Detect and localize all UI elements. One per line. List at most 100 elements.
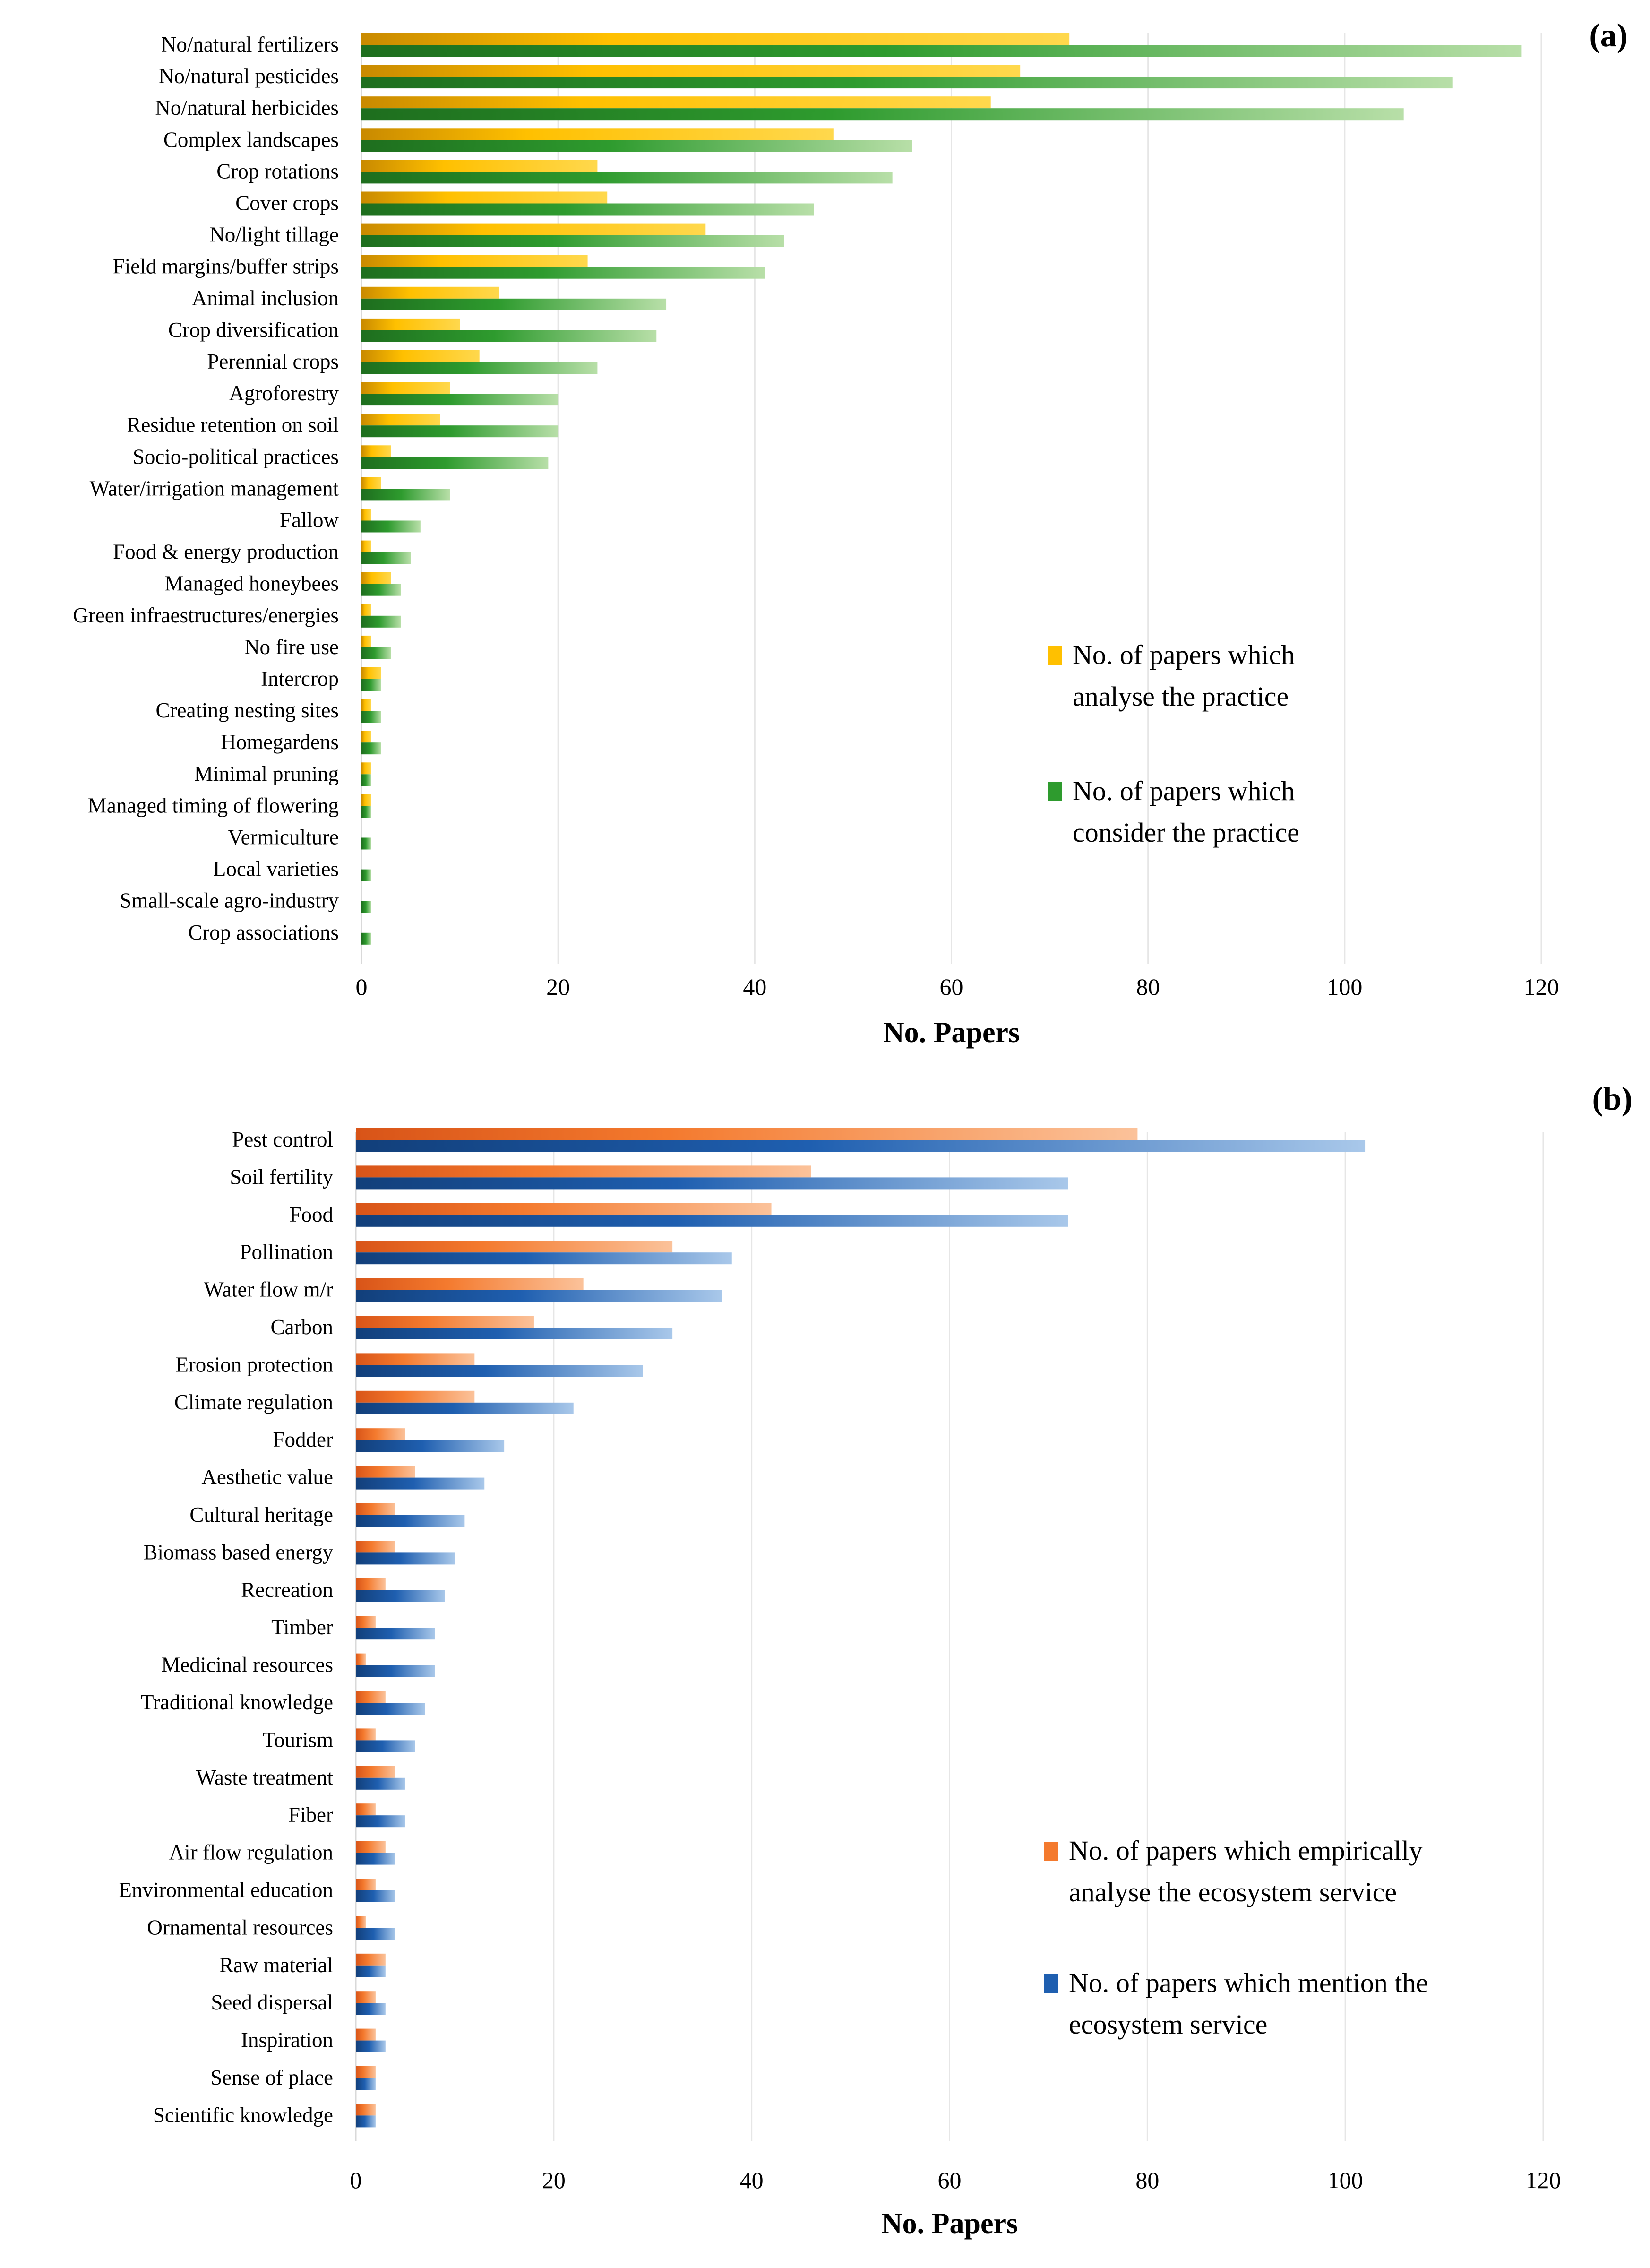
category-label: Biomass based energy (143, 1540, 333, 1564)
category-label: Crop rotations (216, 159, 339, 183)
x-tick-label: 120 (1524, 974, 1559, 1000)
category-label: Homegardens (221, 730, 339, 754)
x-tick-label: 40 (740, 2167, 764, 2193)
bar-series1 (361, 65, 1021, 77)
bar-series1 (361, 350, 480, 362)
category-label: Fallow (280, 509, 339, 532)
bar-series2 (356, 1703, 425, 1715)
bar-series2 (361, 584, 401, 596)
category-label: Waste treatment (196, 1766, 333, 1789)
x-tick-label: 100 (1327, 974, 1362, 1000)
bar-series1 (361, 191, 608, 204)
category-label: Inspiration (241, 2028, 333, 2052)
category-label: Fiber (288, 1803, 333, 1827)
chart-panel-a: No/natural fertilizers No/natural pestici… (73, 17, 1628, 1049)
bar-series2 (356, 1665, 435, 1677)
legend-label-2: No. of papers which (1073, 776, 1295, 806)
bar-series2 (356, 1290, 722, 1302)
bar-series2 (361, 742, 381, 755)
category-label: Agroforestry (229, 381, 339, 405)
category-label: Intercrop (261, 667, 339, 690)
bar-series1 (361, 414, 440, 426)
bar-series1 (356, 1653, 366, 1665)
category-label: Cover crops (235, 191, 339, 215)
legend-label-1: No. of papers which (1073, 639, 1295, 670)
category-label: Green infraestructures/energies (73, 604, 339, 627)
bar-series1 (356, 2066, 376, 2078)
bar-series2 (356, 1365, 643, 1377)
category-label: Soil fertility (230, 1165, 333, 1189)
bar-series2 (356, 2115, 376, 2128)
bar-series1 (356, 1991, 376, 2003)
x-tick-label: 120 (1526, 2167, 1561, 2193)
legend-swatch-1 (1044, 1842, 1058, 1861)
bar-series1 (361, 762, 371, 775)
legend-label-1: No. of papers which empirically (1069, 1835, 1423, 1866)
bar-series2 (356, 1890, 395, 1902)
bar-series1 (361, 128, 834, 140)
bar-series2 (361, 267, 765, 279)
bar-series2 (356, 1140, 1366, 1152)
x-tick-label: 20 (546, 974, 570, 1000)
bar-series1 (356, 1578, 386, 1590)
bar-series2 (361, 457, 549, 469)
category-label: Scientific knowledge (153, 2103, 333, 2127)
category-label: Aesthetic value (201, 1466, 333, 1489)
bar-series2 (356, 1777, 405, 1790)
category-label: Tourism (263, 1728, 333, 1751)
category-label: No/natural fertilizers (161, 33, 339, 56)
category-label: Climate regulation (174, 1390, 333, 1414)
x-tick-label: 20 (542, 2167, 566, 2193)
category-label: Carbon (271, 1315, 333, 1339)
category-label: Vermiculture (228, 826, 339, 849)
bar-series1 (356, 1503, 395, 1515)
category-label: Managed timing of flowering (88, 793, 339, 817)
bar-series2 (356, 1515, 465, 1527)
bar-series2 (356, 1177, 1068, 1190)
bar-series1 (361, 477, 381, 489)
bar-series2 (356, 2040, 386, 2052)
bar-series1 (356, 1879, 376, 1890)
panel-label: (a) (1589, 17, 1628, 54)
legend-swatch-2 (1044, 1974, 1058, 1993)
bars (361, 33, 1522, 945)
bar-series2 (356, 1928, 395, 1940)
bar-series1 (361, 96, 991, 109)
x-tick-label: 0 (356, 974, 368, 1000)
bar-series1 (356, 1428, 405, 1440)
x-tick-label: 80 (1135, 2167, 1159, 2193)
category-label: No/natural herbicides (155, 96, 339, 120)
category-label: Pest control (232, 1128, 333, 1151)
bar-series2 (356, 1853, 395, 1865)
bar-series2 (356, 2078, 376, 2090)
bar-series1 (356, 1953, 386, 1966)
bar-series2 (361, 235, 784, 247)
x-tick-label: 60 (938, 2167, 962, 2193)
legend-label-1: analyse the ecosystem service (1069, 1877, 1397, 1907)
bar-series2 (356, 1965, 386, 1977)
bar-series1 (356, 2028, 376, 2041)
category-label: Managed honeybees (164, 572, 339, 595)
legend: No. of papers which analyse the practice N… (1048, 639, 1299, 848)
category-label: Timber (271, 1615, 333, 1639)
bar-series1 (356, 1165, 811, 1178)
bar-series1 (361, 255, 588, 267)
category-label: Crop diversification (168, 318, 339, 342)
bar-series1 (361, 604, 371, 616)
legend: No. of papers which empirically analyse t… (1044, 1835, 1428, 2040)
bar-series1 (356, 1353, 475, 1365)
bar-series2 (356, 1815, 405, 1828)
legend-label-2: No. of papers which mention the (1069, 1967, 1428, 1998)
bar-series2 (361, 679, 381, 691)
category-label: Field margins/buffer strips (113, 255, 339, 278)
bar-series2 (361, 901, 371, 913)
bar-series1 (361, 699, 371, 711)
x-tick-label: 60 (940, 974, 963, 1000)
bar-series2 (356, 1552, 455, 1565)
bar-series2 (356, 1252, 732, 1265)
bar-series2 (356, 1477, 485, 1490)
category-label: Cultural heritage (189, 1503, 333, 1526)
bar-series1 (361, 286, 499, 299)
bar-series1 (361, 635, 371, 647)
bar-series1 (356, 1803, 376, 1816)
